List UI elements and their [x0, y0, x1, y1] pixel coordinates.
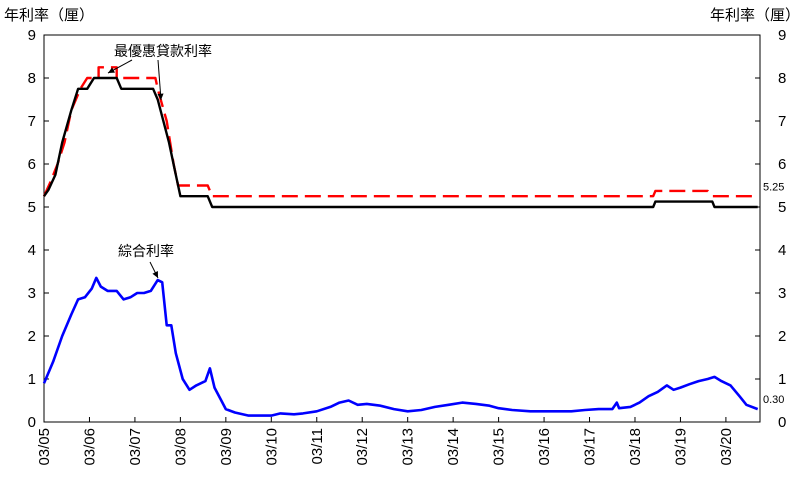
y-tick-left-label: 2 [28, 328, 36, 345]
y-tick-right-label: 9 [778, 27, 786, 44]
x-tick-label: 03/06 [81, 428, 98, 466]
x-tick-label: 03/13 [400, 428, 417, 466]
y-tick-left-label: 6 [28, 156, 36, 173]
x-tick-label: 03/16 [536, 428, 553, 466]
x-tick-label: 03/20 [718, 428, 735, 466]
series-line-red [42, 66, 758, 198]
y-tick-right-label: 1 [778, 371, 786, 388]
x-tick-label: 03/19 [672, 428, 689, 466]
plot-frame [43, 34, 761, 423]
x-tick-label: 03/08 [172, 428, 189, 466]
x-tick-label: 03/09 [218, 428, 235, 466]
y-tick-left-label: 5 [28, 199, 36, 216]
annotation-composite-rate-arrow-head [152, 271, 158, 278]
annotation-composite-rate: 綜合利率 [118, 243, 174, 259]
y-tick-right-label: 8 [778, 70, 786, 87]
y-tick-right-label: 2 [778, 328, 786, 345]
x-tick-label: 03/14 [445, 428, 462, 466]
x-tick-label: 03/11 [309, 428, 326, 464]
y-tick-right-label: 4 [778, 242, 786, 259]
x-tick-label: 03/15 [491, 428, 508, 466]
y-tick-right-label: 7 [778, 113, 786, 130]
y-axis-right-title: 年利率（厘） [710, 7, 800, 24]
y-tick-left-label: 0 [28, 414, 36, 431]
x-tick-label: 03/05 [36, 428, 53, 466]
annotation-prime-rate-arrow-right-shaft [157, 59, 162, 101]
x-tick-label: 03/17 [582, 428, 599, 466]
x-tick-label: 03/12 [354, 428, 371, 466]
annotation-prime-rate: 最優惠貸款利率 [114, 43, 212, 59]
y-tick-left-label: 3 [28, 285, 36, 302]
end-value-label-red: 5.25 [763, 181, 784, 193]
y-tick-right-label: 0 [778, 414, 786, 431]
y-tick-left-label: 8 [28, 70, 36, 87]
y-tick-right-label: 3 [778, 285, 786, 302]
annotation-prime-rate-arrow-right-head [157, 93, 164, 100]
y-axis-left-title: 年利率（厘） [4, 7, 94, 24]
y-tick-right-label: 6 [778, 156, 786, 173]
x-tick-label: 03/07 [127, 428, 144, 466]
y-tick-left-label: 7 [28, 113, 36, 130]
y-tick-left-label: 4 [28, 242, 36, 259]
series-line-black [43, 76, 758, 209]
y-tick-left-label: 1 [28, 371, 36, 388]
y-tick-left-label: 9 [28, 27, 36, 44]
x-tick-label: 03/18 [627, 428, 644, 466]
x-tick-label: 03/10 [263, 428, 280, 466]
y-tick-right-label: 5 [778, 199, 786, 216]
end-value-label-blue: 0.30 [763, 394, 784, 406]
annotation-prime-rate-arrow-left-head [108, 67, 115, 73]
series-line-blue [42, 276, 759, 417]
